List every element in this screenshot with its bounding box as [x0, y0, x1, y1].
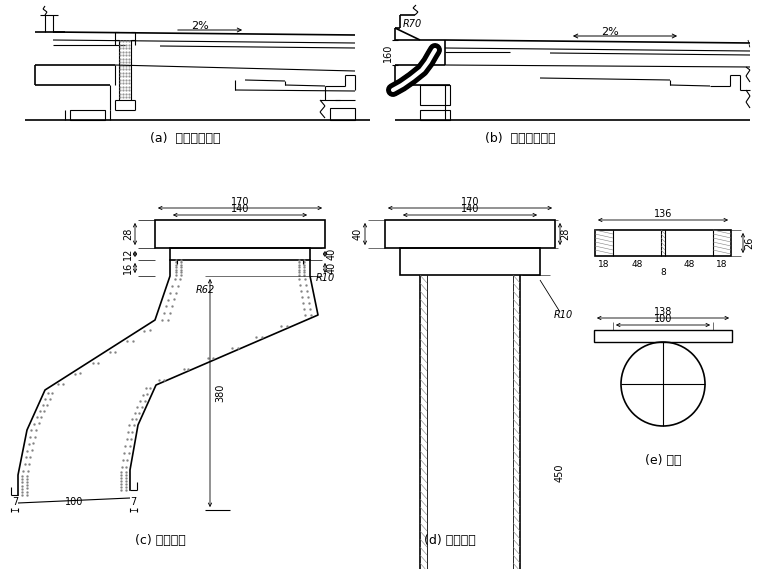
- Text: 8: 8: [660, 267, 666, 277]
- Text: 12: 12: [123, 248, 133, 260]
- Text: 136: 136: [654, 209, 672, 219]
- Text: 160: 160: [383, 44, 393, 62]
- Text: (d) 直泄水管: (d) 直泄水管: [424, 534, 476, 546]
- Bar: [155, 220, 325, 248]
- Text: (a)  直管安装示意: (a) 直管安装示意: [150, 131, 220, 145]
- Text: (b)  弯管安装示意: (b) 弯管安装示意: [485, 131, 556, 145]
- Text: (e) 栅盖: (e) 栅盖: [644, 453, 681, 467]
- Bar: [595, 230, 731, 256]
- Text: 380: 380: [215, 384, 225, 402]
- Text: 26: 26: [744, 237, 754, 249]
- Text: 48: 48: [683, 259, 695, 269]
- Text: R70: R70: [402, 19, 422, 29]
- Text: 140: 140: [231, 204, 249, 214]
- Bar: [385, 220, 555, 248]
- Text: R10: R10: [553, 310, 572, 320]
- Text: 40: 40: [353, 228, 363, 240]
- Bar: [400, 248, 540, 275]
- Bar: [330, 108, 355, 120]
- Text: 2%: 2%: [191, 21, 209, 31]
- Text: 2%: 2%: [601, 27, 619, 37]
- Text: 16: 16: [123, 262, 133, 274]
- Text: R62: R62: [195, 285, 214, 295]
- Bar: [420, 85, 450, 105]
- Text: R10: R10: [315, 273, 334, 283]
- Text: 100: 100: [65, 497, 83, 507]
- Text: 450: 450: [555, 463, 565, 482]
- Text: 170: 170: [461, 197, 480, 207]
- Bar: [420, 110, 450, 120]
- Text: 18: 18: [716, 259, 728, 269]
- Text: 40: 40: [327, 248, 337, 260]
- Text: 18: 18: [598, 259, 610, 269]
- Text: 48: 48: [632, 259, 643, 269]
- Text: 28: 28: [560, 228, 570, 240]
- Text: 28: 28: [123, 228, 133, 240]
- Text: 40: 40: [327, 262, 337, 274]
- Text: (c) 弯泄水管: (c) 弯泄水管: [135, 534, 185, 546]
- Bar: [594, 330, 732, 342]
- Text: 7: 7: [12, 497, 18, 507]
- Text: 138: 138: [654, 307, 672, 317]
- Text: 7: 7: [130, 497, 136, 507]
- Bar: [70, 110, 105, 120]
- Text: 100: 100: [654, 314, 672, 324]
- Bar: [170, 248, 310, 260]
- Text: 170: 170: [231, 197, 249, 207]
- Text: 140: 140: [461, 204, 480, 214]
